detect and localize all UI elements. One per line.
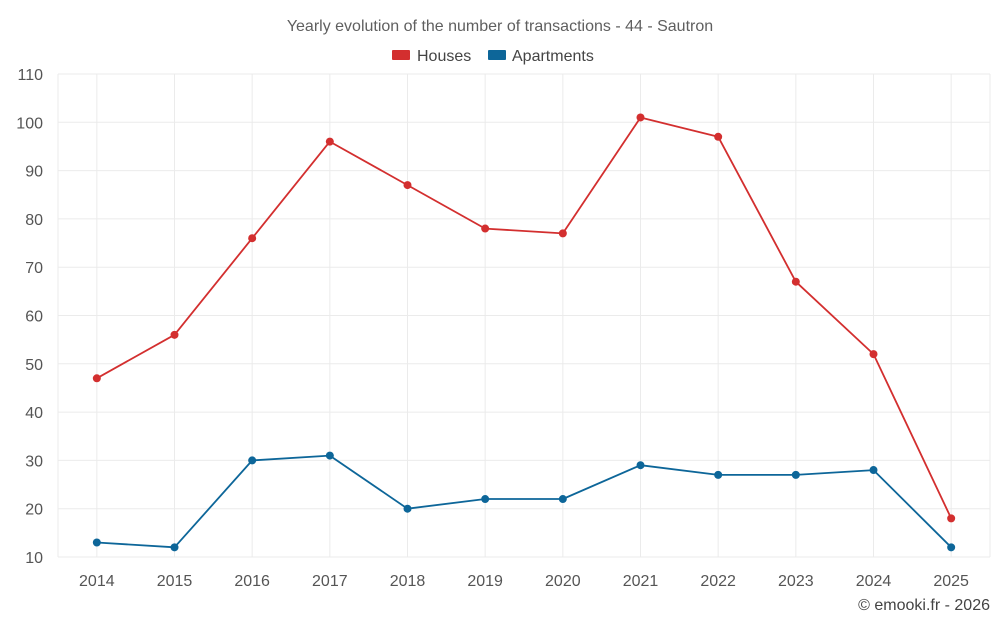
x-tick-label: 2016 (234, 573, 270, 590)
x-axis: 2014 2015 2016 2017 2018 2019 2020 2021 2022 2023… (79, 573, 969, 590)
series-group (92, 113, 956, 552)
data-point-houses[interactable] (92, 374, 101, 383)
y-tick-label: 110 (17, 67, 43, 84)
data-point-apartments[interactable] (325, 451, 334, 460)
data-point-houses[interactable] (558, 229, 567, 238)
y-tick-label: 70 (25, 260, 43, 277)
x-tick-label: 2014 (79, 573, 115, 590)
data-point-houses[interactable] (636, 113, 645, 122)
y-tick-label: 40 (25, 405, 43, 422)
data-point-apartments[interactable] (481, 495, 490, 504)
legend-label-apartments[interactable]: Apartments (512, 48, 594, 65)
x-tick-label: 2024 (856, 573, 892, 590)
data-point-apartments[interactable] (558, 495, 567, 504)
series-line-houses (96, 116, 953, 519)
x-tick-label: 2022 (700, 573, 736, 590)
chart-title: Yearly evolution of the number of transa… (287, 18, 713, 35)
x-tick-label: 2020 (545, 573, 581, 590)
legend: Houses Apartments (392, 48, 594, 65)
x-tick-label: 2019 (467, 573, 503, 590)
data-point-apartments[interactable] (869, 466, 878, 475)
data-point-houses[interactable] (791, 277, 800, 286)
x-tick-label: 2021 (623, 573, 659, 590)
legend-swatch-houses (392, 50, 410, 60)
y-tick-label: 50 (25, 357, 43, 374)
data-point-apartments[interactable] (248, 456, 257, 465)
data-point-houses[interactable] (481, 224, 490, 233)
series-houses (92, 113, 956, 523)
data-point-houses[interactable] (325, 137, 334, 146)
data-point-apartments[interactable] (636, 461, 645, 470)
y-tick-label: 100 (16, 115, 43, 132)
data-point-apartments[interactable] (791, 470, 800, 479)
data-point-apartments[interactable] (714, 470, 723, 479)
data-point-houses[interactable] (869, 350, 878, 359)
y-axis: 10 20 30 40 50 60 70 80 90 100 110 (16, 67, 43, 567)
legend-swatch-apartments (488, 50, 506, 60)
series-apartments (92, 451, 956, 552)
grid (57, 73, 991, 558)
y-tick-label: 60 (25, 309, 43, 326)
data-point-apartments[interactable] (947, 543, 956, 552)
x-tick-label: 2025 (933, 573, 969, 590)
y-tick-label: 20 (25, 502, 43, 519)
footer-credit: © emooki.fr - 2026 (858, 597, 990, 614)
data-point-houses[interactable] (403, 181, 412, 190)
legend-label-houses[interactable]: Houses (417, 48, 471, 65)
data-point-apartments[interactable] (92, 538, 101, 547)
x-tick-label: 2017 (312, 573, 348, 590)
y-tick-label: 90 (25, 164, 43, 181)
y-tick-label: 80 (25, 212, 43, 229)
data-point-houses[interactable] (947, 514, 956, 523)
series-line-apartments (96, 454, 952, 549)
x-tick-label: 2018 (390, 573, 426, 590)
data-point-apartments[interactable] (403, 504, 412, 513)
data-point-houses[interactable] (714, 132, 723, 141)
x-tick-label: 2023 (778, 573, 814, 590)
x-tick-label: 2015 (157, 573, 193, 590)
data-point-houses[interactable] (248, 234, 257, 243)
data-point-apartments[interactable] (170, 543, 179, 552)
data-point-houses[interactable] (170, 330, 179, 339)
y-tick-label: 10 (25, 550, 43, 567)
y-tick-label: 30 (25, 453, 43, 470)
